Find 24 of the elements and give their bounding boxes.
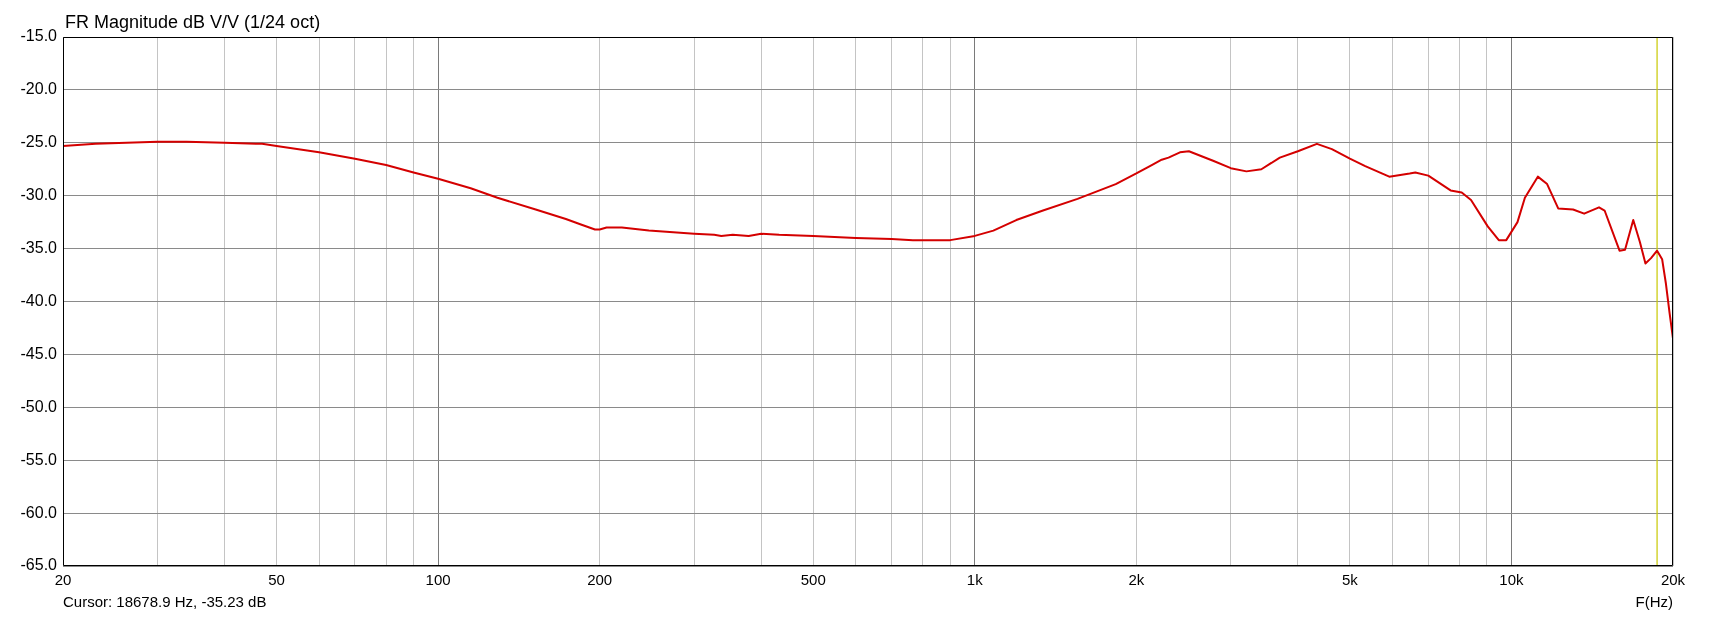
x-tick-label: 20k <box>1660 571 1686 589</box>
text: Cursor: 18678.9 Hz, -35.23 dB <box>63 593 267 611</box>
y-tick-label: -35.0 <box>20 239 58 257</box>
y-tick-label: -50.0 <box>20 397 58 415</box>
y-tick-label: -65.0 <box>20 556 58 574</box>
x-tick-label: 2k <box>1128 571 1145 589</box>
y-tick-label: -15.0 <box>20 27 58 45</box>
y-tick-label: -45.0 <box>20 344 58 362</box>
y-tick-label: -20.0 <box>20 80 58 98</box>
chart-title: FR Magnitude dB V/V (1/24 oct) <box>65 11 321 32</box>
x-tick-label: 200 <box>587 571 613 589</box>
x-tick-label: 5k <box>1341 571 1359 589</box>
y-tick-label: -40.0 <box>20 291 58 309</box>
y-tick-label: -25.0 <box>20 133 58 151</box>
y-tick-label: -30.0 <box>20 186 58 204</box>
y-tick-label: -55.0 <box>20 450 58 468</box>
x-tick-label: 500 <box>800 571 826 589</box>
x-tick-label: 10k <box>1499 571 1525 589</box>
x-tick-label: 20 <box>54 571 72 589</box>
x-tick-label: 50 <box>268 571 285 589</box>
y-tick-label: -60.0 <box>20 503 58 521</box>
x-tick-label: 1k <box>966 571 984 589</box>
x-tick-label: 100 <box>425 571 451 589</box>
x-axis-title: F(Hz) <box>1635 593 1673 611</box>
